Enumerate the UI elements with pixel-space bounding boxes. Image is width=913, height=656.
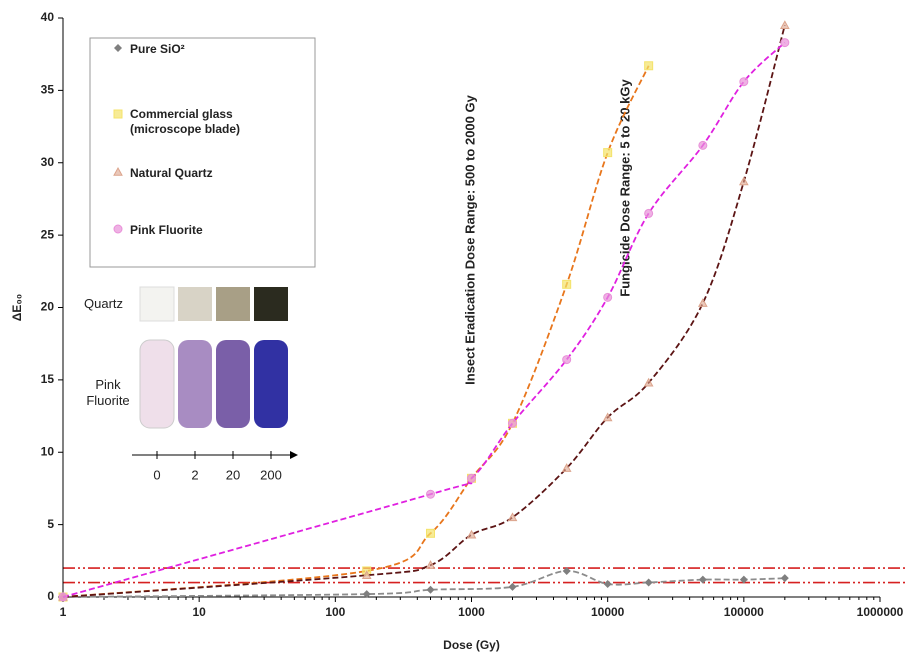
annotation: Fungicide Dose Range: 5 to 20 kGy <box>617 79 632 297</box>
x-axis-label: Dose (Gy) <box>443 638 500 652</box>
y-axis-label: ΔE₀₀ <box>10 294 24 321</box>
y-tick-label: 20 <box>41 300 55 314</box>
y-tick-label: 15 <box>41 372 55 386</box>
marker <box>603 148 613 158</box>
marker <box>738 176 749 186</box>
inset-scale-label: 0 <box>153 467 160 482</box>
inset-scale-label: 200 <box>260 467 282 482</box>
fit-line <box>62 570 785 598</box>
marker <box>739 575 748 584</box>
x-tick-label: 1 <box>60 605 67 619</box>
marker <box>603 579 612 588</box>
x-tick-label: 10000 <box>591 605 625 619</box>
marker <box>698 575 707 584</box>
marker <box>739 77 749 87</box>
legend-marker <box>114 44 122 52</box>
y-tick-label: 30 <box>41 155 55 169</box>
inset-label: Quartz <box>84 296 124 311</box>
marker <box>644 208 654 218</box>
legend-label: Natural Quartz <box>130 166 213 180</box>
marker <box>362 590 371 599</box>
legend-marker <box>113 224 123 234</box>
marker <box>361 570 372 579</box>
marker <box>643 377 654 387</box>
marker <box>780 574 789 583</box>
inset-photo <box>132 286 298 459</box>
marker <box>780 38 790 48</box>
marker <box>644 578 653 587</box>
marker <box>426 489 436 499</box>
marker <box>698 140 708 150</box>
marker <box>562 279 572 289</box>
y-tick-label: 40 <box>41 10 55 24</box>
x-tick-label: 10 <box>192 605 206 619</box>
x-tick-label: 1000000 <box>857 605 904 619</box>
legend-marker <box>113 166 123 176</box>
legend-marker <box>113 109 123 119</box>
annotation: Insect Eradication Dose Range: 500 to 20… <box>462 94 477 384</box>
marker <box>426 585 435 594</box>
x-tick-label: 1000 <box>458 605 485 619</box>
marker <box>507 512 518 522</box>
marker <box>426 528 436 538</box>
legend-label: Pink Fluorite <box>130 223 203 237</box>
marker <box>603 292 613 302</box>
marker <box>561 463 572 472</box>
inset-label: Pink Fluorite <box>86 377 130 408</box>
marker <box>602 412 613 422</box>
marker <box>562 566 571 575</box>
legend-label: Commercial glass (microscope blade) <box>130 107 241 136</box>
inset-scale-label: 20 <box>226 467 240 482</box>
y-tick-label: 5 <box>47 517 54 531</box>
marker <box>644 61 654 71</box>
marker <box>466 529 477 539</box>
marker <box>697 298 708 307</box>
marker <box>507 418 517 428</box>
y-tick-label: 0 <box>47 589 54 603</box>
inset-scale-label: 2 <box>191 467 198 482</box>
marker <box>425 560 436 569</box>
marker <box>508 582 517 591</box>
x-tick-label: 100000 <box>724 605 764 619</box>
y-tick-label: 25 <box>41 227 55 241</box>
marker <box>467 473 476 483</box>
legend-label: Pure SiO² <box>130 42 185 56</box>
legend-box <box>89 37 316 268</box>
x-tick-label: 100 <box>325 605 345 619</box>
marker <box>779 20 790 29</box>
y-tick-label: 10 <box>41 444 55 458</box>
y-tick-label: 35 <box>41 83 55 97</box>
marker <box>58 592 68 602</box>
marker <box>562 355 572 365</box>
